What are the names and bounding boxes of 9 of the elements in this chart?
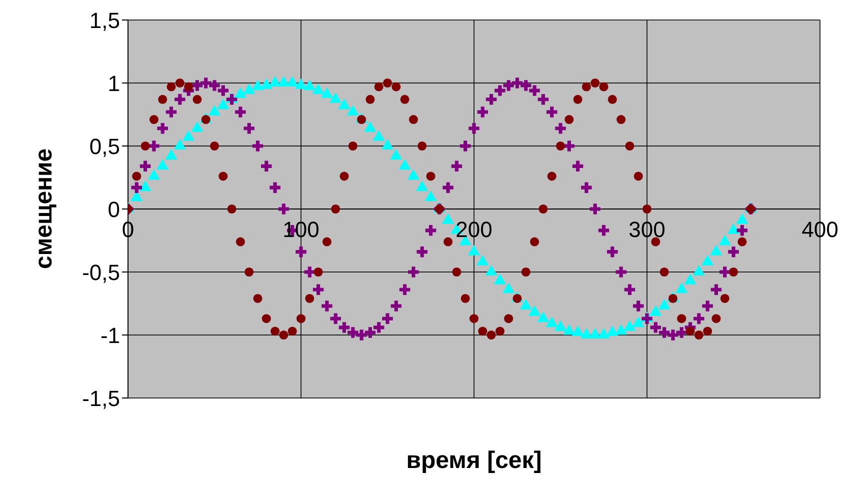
y-tick-label: 0: [108, 196, 120, 222]
y-tick-label: -0,5: [82, 260, 120, 285]
y-tick-label: 1,5: [89, 8, 120, 33]
y-tick-label: 1: [108, 70, 120, 96]
y-tick-label: 0,5: [89, 134, 120, 159]
y-axis-title: смещение: [30, 148, 58, 269]
y-tick-label: -1: [100, 322, 120, 348]
y-tick-label: -1,5: [82, 386, 120, 411]
x-axis-title: время [сек]: [406, 447, 542, 474]
